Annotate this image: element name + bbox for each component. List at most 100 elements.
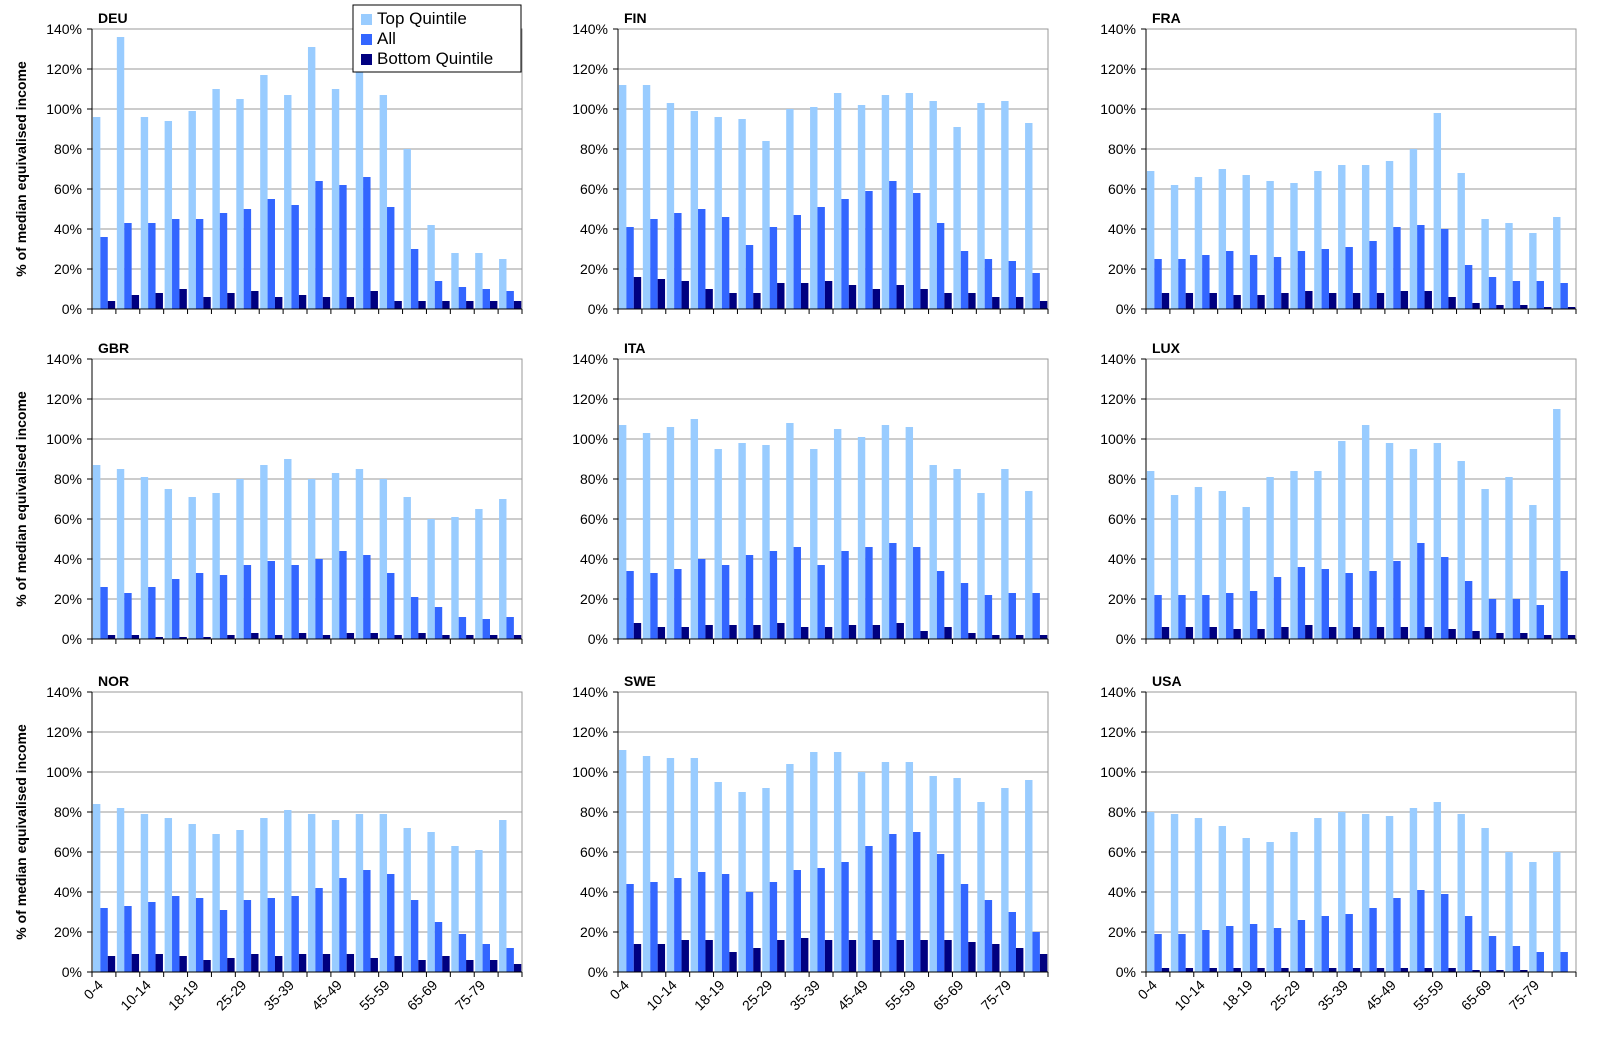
bar — [370, 633, 378, 639]
bar — [1146, 471, 1155, 639]
y-tick-label: 120% — [46, 724, 82, 740]
bar — [1039, 954, 1048, 972]
bar — [1194, 818, 1203, 972]
bar — [1266, 181, 1274, 309]
bar — [195, 898, 204, 972]
bar — [1345, 573, 1353, 639]
bar — [100, 237, 108, 309]
bar — [1424, 627, 1432, 639]
bar — [1400, 291, 1409, 309]
legend-swatch — [361, 14, 372, 25]
x-tick-label: 35-39 — [261, 977, 298, 1014]
y-tick-label: 60% — [580, 844, 608, 860]
bar — [92, 117, 101, 309]
y-tick-label: 40% — [54, 221, 82, 237]
bar — [107, 301, 116, 309]
panel-title: GBR — [98, 340, 129, 356]
y-tick-label: 0% — [588, 301, 608, 317]
bar — [1560, 283, 1568, 309]
bar — [251, 291, 259, 309]
bar — [442, 301, 450, 309]
bar — [155, 954, 163, 972]
y-tick-label: 0% — [1116, 631, 1136, 647]
bar — [179, 289, 187, 309]
bar — [1481, 489, 1489, 639]
bar — [738, 443, 746, 639]
y-tick-label: 120% — [1100, 61, 1136, 77]
bar — [427, 832, 435, 972]
bar — [705, 940, 713, 972]
bar — [298, 295, 307, 309]
x-tick-label: 45-49 — [834, 977, 871, 1014]
bar — [953, 127, 961, 309]
y-tick-label: 140% — [46, 21, 82, 37]
bar — [1008, 261, 1016, 309]
bar — [482, 289, 490, 309]
bar — [721, 217, 730, 309]
bar — [307, 814, 316, 972]
bar — [690, 758, 699, 972]
bar — [1543, 307, 1552, 309]
bar — [1488, 277, 1497, 309]
bar — [363, 870, 371, 972]
bar — [489, 635, 498, 639]
y-tick-label: 20% — [580, 924, 608, 940]
bar — [219, 575, 228, 639]
bar — [315, 559, 323, 639]
bar — [1178, 595, 1186, 639]
bar — [920, 631, 928, 639]
bar — [810, 752, 818, 972]
bar — [1472, 970, 1480, 972]
bar — [179, 637, 187, 639]
bar — [260, 75, 268, 309]
legend-label: Bottom Quintile — [377, 49, 493, 68]
bar — [140, 477, 149, 639]
bar — [857, 772, 866, 972]
bar — [1039, 301, 1048, 309]
bar — [1194, 487, 1203, 639]
bar — [690, 419, 699, 639]
bar — [116, 37, 125, 309]
bar — [705, 625, 713, 639]
bar — [1297, 920, 1306, 972]
bar — [1560, 952, 1568, 972]
bar — [363, 555, 371, 639]
bar — [714, 117, 722, 309]
bar — [100, 587, 108, 639]
bar — [442, 956, 450, 972]
bar — [1321, 249, 1329, 309]
bar — [657, 279, 666, 309]
bar — [1015, 297, 1024, 309]
bar — [1512, 946, 1521, 972]
bar — [124, 223, 132, 309]
bar — [1226, 926, 1234, 972]
bar — [1233, 295, 1241, 309]
bar — [418, 960, 426, 972]
bar — [100, 908, 108, 972]
bar — [1001, 469, 1009, 639]
y-tick-label: 40% — [1108, 551, 1136, 567]
bar — [1409, 149, 1418, 309]
bar — [1448, 297, 1456, 309]
bar — [506, 617, 514, 639]
bar — [172, 219, 180, 309]
y-axis-label: % of median equivalised income — [13, 61, 29, 277]
bar — [968, 633, 976, 639]
bar — [1025, 780, 1033, 972]
bar — [1529, 862, 1537, 972]
bar — [824, 627, 833, 639]
bar — [1032, 273, 1040, 309]
bar — [1393, 227, 1401, 309]
x-tick-label: 75-79 — [1506, 977, 1543, 1014]
bar — [1273, 577, 1282, 639]
bar — [1536, 281, 1544, 309]
bar — [1345, 914, 1353, 972]
bar — [960, 251, 969, 309]
bar — [355, 65, 364, 309]
bar — [1361, 814, 1370, 972]
bar — [977, 802, 985, 972]
bar — [1161, 293, 1170, 309]
bar — [1505, 223, 1513, 309]
bar — [1209, 968, 1217, 972]
y-tick-label: 0% — [1116, 964, 1136, 980]
